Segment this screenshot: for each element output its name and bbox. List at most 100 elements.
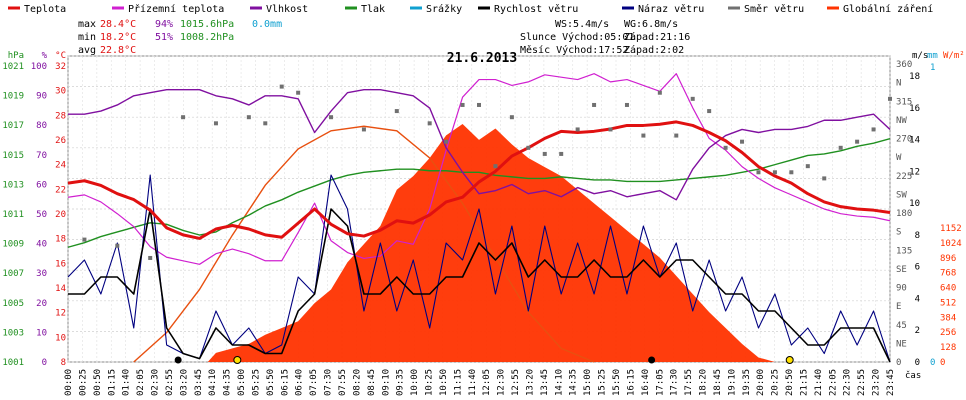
legend-label: Náraz větru <box>638 3 704 15</box>
axis-hpa-tick: 1009 <box>2 240 24 250</box>
axis-time-tick: 12:30 <box>497 369 507 396</box>
wind-direction-point <box>460 102 465 107</box>
axis-temperature-tick: 32 <box>55 62 66 72</box>
axis-hpa-tick: 1001 <box>2 358 24 368</box>
wind-direction-point <box>82 237 87 242</box>
stats-min-hum: 51% <box>155 32 173 43</box>
axis-hpa-tick: 1015 <box>2 151 24 161</box>
axis-temperature-tick: 8 <box>61 358 66 368</box>
wind-direction-point <box>657 90 662 95</box>
axis-temperature-tick: 20 <box>55 210 66 220</box>
axis-time-tick: 22:55 <box>857 369 867 396</box>
wind-direction-point <box>542 151 547 156</box>
wind-direction-point <box>822 176 827 181</box>
stats-min-temp: 18.2°C <box>100 32 136 43</box>
axis-time-tick: 17:55 <box>684 369 694 396</box>
legend-label: Přízemní teplota <box>128 3 224 15</box>
axis-wind-tick: 18 <box>909 72 920 82</box>
axis-time-tick: 04:10 <box>208 369 218 396</box>
axis-rain-title: mm <box>927 51 938 61</box>
axis-time-tick: 20:00 <box>756 369 766 396</box>
axis-time-tick: 02:30 <box>151 369 161 396</box>
sunrise-marker <box>233 356 242 364</box>
wind-direction-point <box>723 145 728 150</box>
axis-direction-tick: 45 <box>896 321 907 331</box>
axis-wind-tick: 16 <box>909 104 920 114</box>
wind-direction-point <box>641 133 646 138</box>
wind-direction-point <box>246 115 251 120</box>
axis-solar-tick: 0 <box>940 358 945 368</box>
axis-time-tick: 08:20 <box>352 369 362 396</box>
axis-temperature-tick: 16 <box>55 259 66 269</box>
axis-time-tick: 20:25 <box>771 369 781 396</box>
axis-time-tick: 00:25 <box>78 369 88 396</box>
wind-direction-point <box>181 115 186 120</box>
axis-time-tick: 13:45 <box>540 369 550 396</box>
moonset-marker <box>174 356 182 364</box>
info-moonrise: Měsíc Východ:17:52 <box>520 44 628 56</box>
axis-time-tick: 12:05 <box>482 369 492 396</box>
axis-direction-tick: 315 <box>896 97 912 107</box>
wind-direction-point <box>740 139 745 144</box>
axis-time-title: čas <box>905 370 921 381</box>
axis-direction-tick: 90 <box>896 284 907 294</box>
axis-solar-tick: 512 <box>940 298 956 308</box>
wind-direction-point <box>296 90 301 95</box>
axis-temperature-tick: 10 <box>55 333 66 343</box>
axis-time-tick: 18:20 <box>699 369 709 396</box>
axis-solar-tick: 640 <box>940 284 956 294</box>
axis-humidity-tick: 100 <box>31 62 47 72</box>
axis-hpa-tick: 1007 <box>2 269 24 279</box>
axis-humidity-tick: 90 <box>36 92 47 102</box>
axis-time-tick: 22:30 <box>843 369 853 396</box>
axis-time-tick: 08:45 <box>367 369 377 396</box>
wind-direction-point <box>493 164 498 169</box>
axis-time-tick: 10:50 <box>439 369 449 396</box>
axis-solar-title: W/m² <box>943 51 965 61</box>
wind-direction-point <box>444 139 449 144</box>
axis-time-tick: 01:15 <box>107 369 117 396</box>
axis-time-tick: 15:00 <box>583 369 593 396</box>
axis-time-tick: 21:40 <box>814 369 824 396</box>
axis-wind-tick: 12 <box>909 167 920 177</box>
axis-humidity-tick: 70 <box>36 151 47 161</box>
axis-time-tick: 17:30 <box>670 369 680 396</box>
axis-time-tick: 07:30 <box>324 369 334 396</box>
wind-direction-point <box>789 170 794 175</box>
axis-time-tick: 11:40 <box>468 369 478 396</box>
axis-wind-tick: 8 <box>915 231 920 241</box>
axis-time-tick: 00:50 <box>93 369 103 396</box>
axis-wind-tick: 2 <box>915 326 920 336</box>
axis-direction-tick: S <box>896 228 901 238</box>
axis-humidity-tick: 40 <box>36 240 47 250</box>
stats-max-press: 1015.6hPa <box>180 19 234 30</box>
axis-time-tick: 23:20 <box>872 369 882 396</box>
axis-time-tick: 06:40 <box>295 369 305 396</box>
axis-solar-tick: 384 <box>940 313 956 323</box>
info-sunrise: Slunce Východ:05:01 <box>520 31 634 43</box>
wind-speed-line <box>68 208 891 363</box>
axis-time-tick: 17:05 <box>655 369 665 396</box>
axis-time-tick: 05:00 <box>237 369 247 396</box>
axis-humidity-tick: 20 <box>36 299 47 309</box>
axis-direction-tick: N <box>896 79 901 89</box>
chart-title: 21.6.2013 <box>447 51 517 66</box>
axis-wind-tick: 0 <box>915 358 920 368</box>
wind-direction-point <box>608 127 613 132</box>
info-wind-gust: WG:6.8m/s <box>624 19 678 30</box>
wind-direction-point <box>575 127 580 132</box>
wind-direction-point <box>329 115 334 120</box>
wind-direction-point <box>394 109 399 114</box>
legend-label: Vlhkost <box>266 4 308 15</box>
axis-time-tick: 23:45 <box>886 369 896 396</box>
axis-time-tick: 19:35 <box>742 369 752 396</box>
stats-max-hum: 94% <box>155 19 173 30</box>
wind-direction-point <box>871 127 876 132</box>
wind-direction-point <box>888 96 892 101</box>
axis-direction-tick: 0 <box>896 358 901 368</box>
wind-direction-point <box>592 102 597 107</box>
legend-label: Tlak <box>361 4 385 15</box>
axis-time-tick: 01:40 <box>122 369 132 396</box>
legend-label: Teplota <box>24 4 66 15</box>
axis-hpa-tick: 1011 <box>2 210 24 220</box>
